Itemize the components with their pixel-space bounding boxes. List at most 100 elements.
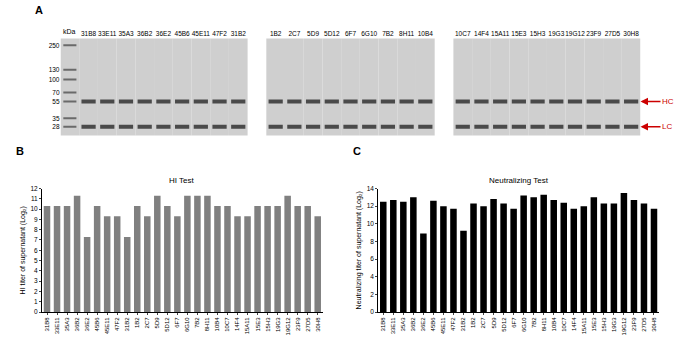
svg-text:45B6: 45B6 <box>94 317 100 332</box>
svg-text:45B6: 45B6 <box>175 30 191 37</box>
svg-text:6F7: 6F7 <box>511 317 517 328</box>
svg-text:19G3: 19G3 <box>611 317 617 332</box>
svg-text:15H3: 15H3 <box>265 317 271 332</box>
svg-text:45E11: 45E11 <box>440 317 446 335</box>
svg-text:36B2: 36B2 <box>137 30 153 37</box>
svg-text:100: 100 <box>49 76 60 83</box>
svg-text:5D12: 5D12 <box>501 317 507 332</box>
svg-text:33E11: 33E11 <box>98 30 117 37</box>
svg-text:23F9: 23F9 <box>586 30 601 37</box>
svg-text:15A11: 15A11 <box>244 317 250 335</box>
svg-text:7B2: 7B2 <box>531 317 537 328</box>
svg-text:5D9: 5D9 <box>491 317 497 329</box>
svg-text:19G12: 19G12 <box>565 30 585 37</box>
svg-text:6G10: 6G10 <box>521 317 527 332</box>
svg-text:130: 130 <box>49 66 60 73</box>
svg-text:4: 4 <box>34 267 38 274</box>
svg-text:6G10: 6G10 <box>361 30 377 37</box>
svg-text:19G3: 19G3 <box>548 30 564 37</box>
svg-text:70: 70 <box>52 89 60 96</box>
svg-text:8H11: 8H11 <box>399 30 414 37</box>
svg-text:10C7: 10C7 <box>455 30 471 37</box>
svg-text:6: 6 <box>370 255 374 262</box>
svg-text:35A3: 35A3 <box>64 317 70 332</box>
svg-text:36E2: 36E2 <box>84 317 90 332</box>
svg-text:47F2: 47F2 <box>450 317 456 331</box>
svg-text:15A11: 15A11 <box>491 30 510 37</box>
svg-text:10: 10 <box>367 220 375 227</box>
svg-text:36E2: 36E2 <box>420 317 426 332</box>
svg-text:23F9: 23F9 <box>295 317 301 331</box>
svg-text:HI Test: HI Test <box>169 176 195 185</box>
svg-text:31B8: 31B8 <box>44 317 50 332</box>
svg-text:8: 8 <box>34 226 38 233</box>
svg-text:LC: LC <box>662 122 672 131</box>
svg-text:Neutralizing Test: Neutralizing Test <box>489 176 549 185</box>
svg-text:0: 0 <box>370 308 374 315</box>
svg-text:31B8: 31B8 <box>81 30 97 37</box>
svg-text:27D5: 27D5 <box>605 30 621 37</box>
svg-text:1B2: 1B2 <box>134 317 140 328</box>
svg-text:31B2: 31B2 <box>124 317 130 332</box>
svg-text:5D9: 5D9 <box>307 30 319 37</box>
svg-text:15H3: 15H3 <box>601 317 607 332</box>
svg-text:19G12: 19G12 <box>285 317 291 336</box>
svg-text:33E11: 33E11 <box>390 317 396 335</box>
svg-text:15E3: 15E3 <box>511 30 527 37</box>
svg-text:10B4: 10B4 <box>418 30 434 37</box>
svg-text:250: 250 <box>49 42 60 49</box>
svg-text:31B8: 31B8 <box>380 317 386 332</box>
svg-text:10B4: 10B4 <box>551 317 557 332</box>
svg-text:23F9: 23F9 <box>631 317 637 331</box>
svg-text:B: B <box>16 145 24 157</box>
svg-text:27D5: 27D5 <box>641 317 647 332</box>
svg-text:45E11: 45E11 <box>192 30 211 37</box>
svg-text:11: 11 <box>31 195 38 202</box>
svg-text:31B2: 31B2 <box>231 30 247 37</box>
svg-text:15E3: 15E3 <box>255 317 261 332</box>
svg-text:HC: HC <box>662 97 674 106</box>
svg-text:12: 12 <box>367 202 375 209</box>
svg-text:kDa: kDa <box>63 28 76 35</box>
svg-text:55: 55 <box>52 98 60 105</box>
svg-text:A: A <box>35 4 43 16</box>
svg-text:14F4: 14F4 <box>571 317 577 331</box>
svg-text:2: 2 <box>370 291 374 298</box>
svg-text:5D12: 5D12 <box>324 30 340 37</box>
svg-text:14: 14 <box>367 185 375 192</box>
svg-text:1B2: 1B2 <box>270 30 282 37</box>
svg-text:9: 9 <box>34 216 38 223</box>
svg-text:30H8: 30H8 <box>623 30 639 37</box>
svg-text:10C7: 10C7 <box>224 317 230 332</box>
svg-text:4: 4 <box>370 273 374 280</box>
svg-text:30H8: 30H8 <box>315 317 321 332</box>
svg-text:27D5: 27D5 <box>305 317 311 332</box>
svg-text:0: 0 <box>34 308 38 315</box>
svg-text:33E11: 33E11 <box>54 317 60 335</box>
svg-text:7: 7 <box>34 236 38 243</box>
svg-text:14F4: 14F4 <box>234 317 240 331</box>
svg-text:2: 2 <box>34 288 38 295</box>
svg-text:35: 35 <box>52 115 60 122</box>
svg-text:6F7: 6F7 <box>174 317 180 328</box>
svg-text:6G10: 6G10 <box>184 317 190 332</box>
svg-text:28: 28 <box>52 123 60 130</box>
svg-text:36E2: 36E2 <box>156 30 172 37</box>
svg-text:3: 3 <box>34 277 38 284</box>
svg-text:14F4: 14F4 <box>474 30 489 37</box>
svg-text:31B2: 31B2 <box>460 317 466 332</box>
svg-text:C: C <box>353 145 361 157</box>
svg-text:5D9: 5D9 <box>154 317 160 329</box>
svg-text:2C7: 2C7 <box>288 30 300 37</box>
svg-text:36B2: 36B2 <box>410 317 416 332</box>
svg-text:45E11: 45E11 <box>104 317 110 335</box>
svg-text:1B2: 1B2 <box>470 317 476 328</box>
svg-text:15H3: 15H3 <box>530 30 546 37</box>
svg-text:HI titer of supernatant (Log₂): HI titer of supernatant (Log₂) <box>19 206 27 294</box>
svg-text:19G12: 19G12 <box>621 317 627 336</box>
svg-text:2C7: 2C7 <box>480 317 486 329</box>
svg-text:2C7: 2C7 <box>144 317 150 329</box>
svg-text:36B2: 36B2 <box>74 317 80 332</box>
svg-text:8H11: 8H11 <box>204 317 210 332</box>
svg-text:5: 5 <box>34 257 38 264</box>
